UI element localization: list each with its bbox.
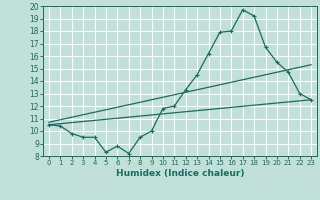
X-axis label: Humidex (Indice chaleur): Humidex (Indice chaleur) xyxy=(116,169,244,178)
